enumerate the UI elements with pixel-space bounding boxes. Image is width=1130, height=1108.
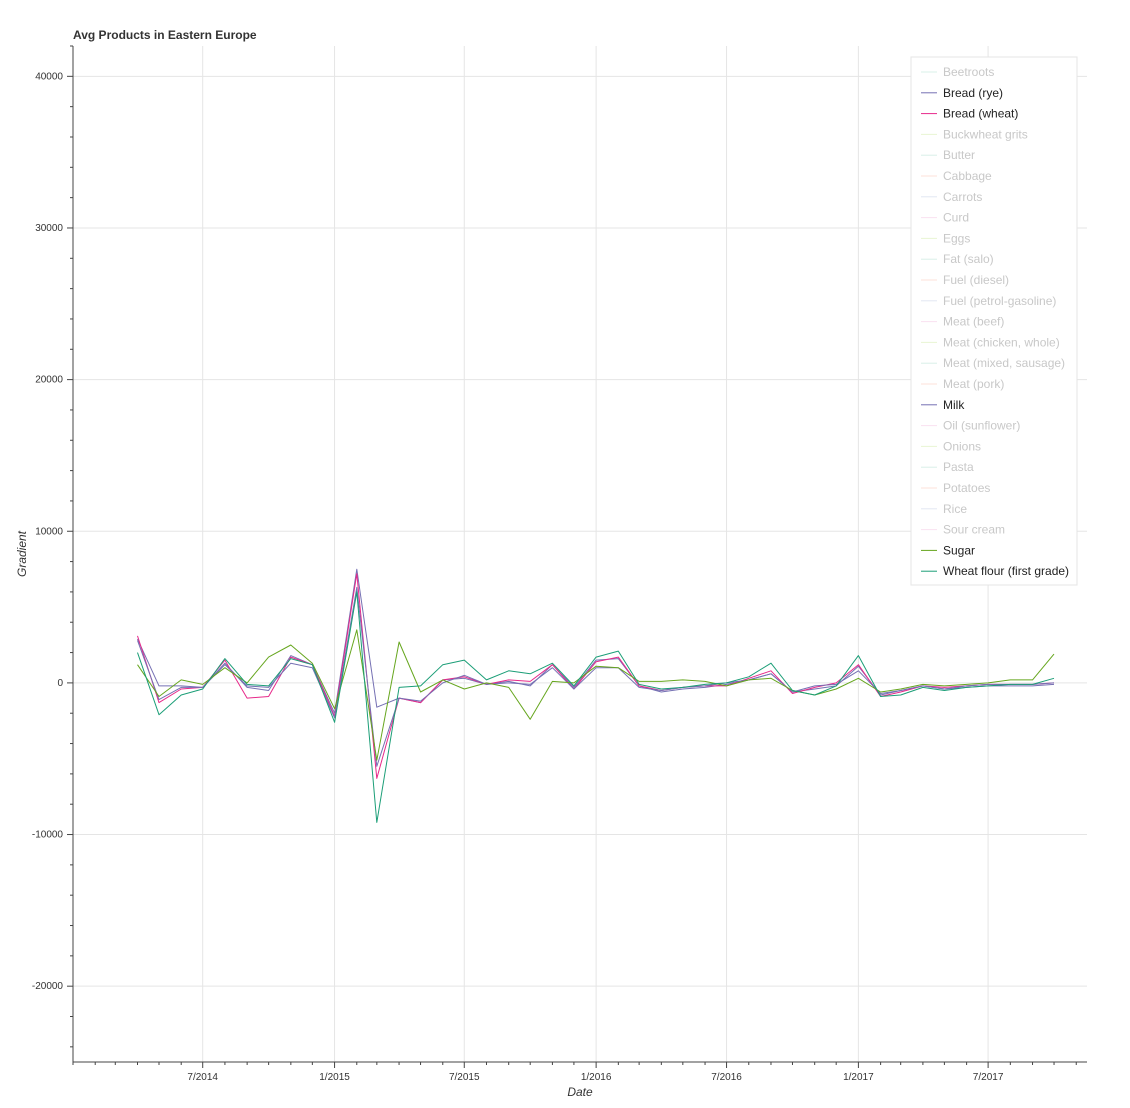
legend-item-meat-beef[interactable]: Meat (beef) [943,315,1004,329]
chart-title: Avg Products in Eastern Europe [73,28,257,42]
legend-item-meat-chicken-whole[interactable]: Meat (chicken, whole) [943,335,1060,349]
x-tick-label: 1/2016 [581,1072,612,1083]
y-tick-label: -20000 [32,981,64,992]
legend-item-potatoes[interactable]: Potatoes [943,481,990,495]
legend-item-fuel-petrol-gasoline[interactable]: Fuel (petrol-gasoline) [943,294,1056,308]
x-axis-label: Date [567,1085,593,1099]
y-tick-label: 30000 [35,223,63,234]
x-tick-label: 7/2016 [711,1072,742,1083]
legend-item-sugar[interactable]: Sugar [943,543,975,557]
series-line-wheat-flour-first-grade [137,591,1055,823]
y-tick-label: 40000 [35,71,63,82]
y-tick-label: 20000 [35,375,63,386]
legend-item-onions[interactable]: Onions [943,439,981,453]
legend-box [910,56,1078,586]
legend-item-milk[interactable]: Milk [943,398,965,412]
legend-item-pasta[interactable]: Pasta [943,460,974,474]
y-tick-label: 10000 [35,526,63,537]
legend-item-oil-sunflower[interactable]: Oil (sunflower) [943,419,1020,433]
legend-item-eggs[interactable]: Eggs [943,231,970,245]
legend-item-meat-mixed-sausage[interactable]: Meat (mixed, sausage) [943,356,1065,370]
chart-axes: -20000 -10000 0 10000 20000 30000 40000 7/2014 1… [32,45,1087,1083]
legend-item-beetroots[interactable]: Beetroots [943,65,994,79]
chart-series-lines [137,568,1055,823]
legend-item-wheat-flour-first-grade[interactable]: Wheat flour (first grade) [943,564,1069,578]
legend-item-rice[interactable]: Rice [943,502,967,516]
x-tick-label: 7/2014 [187,1072,218,1083]
legend-item-bread-rye[interactable]: Bread (rye) [943,86,1003,100]
series-line-bread-wheat [137,573,1055,779]
series-line-milk [137,586,1055,767]
y-axis-label: Gradient [15,530,29,577]
y-tick-label: 0 [57,678,63,689]
legend-item-carrots[interactable]: Carrots [943,190,982,204]
x-tick-label: 1/2017 [843,1072,874,1083]
series-line-sugar [137,629,1055,761]
legend-item-sour-cream[interactable]: Sour cream [943,523,1005,537]
legend-item-butter[interactable]: Butter [943,148,975,162]
legend-item-curd[interactable]: Curd [943,211,969,225]
y-tick-label: -10000 [32,830,64,841]
x-tick-label: 1/2015 [319,1072,350,1083]
legend-item-bread-wheat[interactable]: Bread (wheat) [943,107,1018,121]
x-tick-label: 7/2015 [449,1072,480,1083]
x-tick-label: 7/2017 [973,1072,1004,1083]
legend-item-fuel-diesel[interactable]: Fuel (diesel) [943,273,1009,287]
legend-item-buckwheat-grits[interactable]: Buckwheat grits [943,127,1028,141]
chart-legend: Beetroots Bread (rye) Bread (wheat) Buckwhe… [910,56,1078,586]
legend-item-cabbage[interactable]: Cabbage [943,169,992,183]
legend-item-fat-salo[interactable]: Fat (salo) [943,252,994,266]
legend-item-meat-pork[interactable]: Meat (pork) [943,377,1004,391]
